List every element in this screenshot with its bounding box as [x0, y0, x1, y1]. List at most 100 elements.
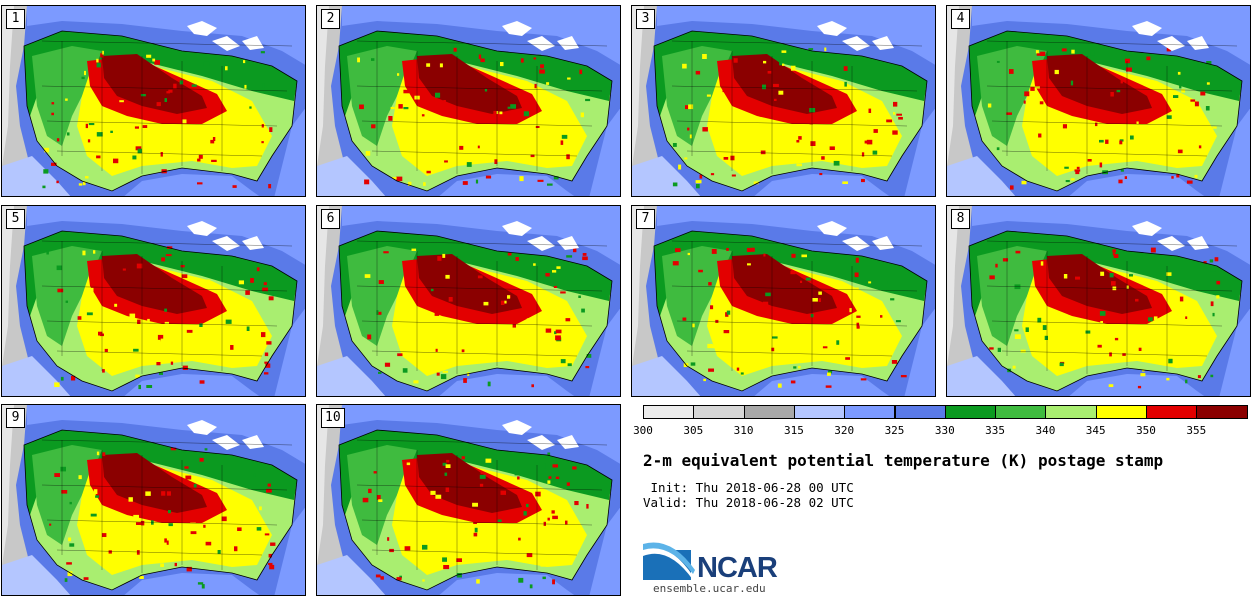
great-lakes	[187, 221, 217, 236]
init-time: Init: Thu 2018-06-28 00 UTC	[643, 480, 854, 495]
pacific-region	[317, 405, 357, 595]
coastline	[23, 30, 298, 192]
panel-number: 10	[321, 408, 345, 428]
great-lakes	[502, 420, 532, 435]
map-panel-3: 3	[631, 5, 936, 197]
coastline	[968, 30, 1243, 192]
great-lakes	[817, 21, 847, 36]
pacific-region	[2, 405, 42, 595]
colorbar-tick-label: 310	[733, 424, 754, 437]
darkred-core	[1047, 54, 1152, 114]
map-panel-9: 9	[1, 404, 306, 596]
darkred-core	[732, 54, 837, 114]
darkred-core	[417, 254, 522, 314]
darkred-core	[102, 54, 207, 114]
colorbar-tick-label: 345	[1085, 424, 1106, 437]
darkred-core	[1047, 254, 1152, 314]
gulf-region	[1069, 174, 1205, 196]
north-region	[27, 206, 305, 265]
panel-number: 4	[951, 9, 970, 29]
colorbar-swatch	[1196, 405, 1248, 419]
darkred-core	[732, 254, 837, 314]
colorbar-tick-label: 320	[834, 424, 855, 437]
ncar-logo-text: NCAR	[697, 552, 778, 584]
site-url: ensemble.ucar.edu	[653, 582, 766, 595]
coastline	[338, 230, 613, 392]
gulf-region	[439, 573, 575, 595]
valid-time: Valid: Thu 2018-06-28 02 UTC	[643, 495, 854, 510]
gulf-region	[1069, 374, 1205, 396]
north-region	[657, 6, 935, 65]
colorbar-swatch	[793, 405, 846, 419]
north-region	[657, 206, 935, 265]
great-lakes	[187, 420, 217, 435]
colorbar-swatch	[1045, 405, 1097, 419]
gulf-region	[754, 374, 890, 396]
darkred-core	[102, 453, 207, 513]
coastline	[338, 30, 613, 192]
pacific-region	[947, 6, 987, 196]
colorbar-tick-label: 300	[633, 424, 653, 437]
great-lakes	[187, 21, 217, 36]
great-lakes	[817, 221, 847, 236]
colorbar-swatch	[1146, 405, 1198, 419]
north-region	[342, 405, 620, 464]
panel-number: 6	[321, 209, 340, 229]
colorbar-swatch	[643, 405, 695, 419]
gulf-region	[754, 174, 890, 196]
colorbar-swatch	[944, 405, 997, 419]
north-region	[972, 206, 1250, 265]
colorbar-tick-label: 325	[884, 424, 905, 437]
map-panel-8: 8	[946, 205, 1251, 397]
darkred-core	[417, 54, 522, 114]
gulf-region	[124, 573, 260, 595]
gulf-region	[439, 174, 575, 196]
pacific-region	[632, 6, 672, 196]
colorbar-swatch	[1095, 405, 1147, 419]
panel-number: 3	[636, 9, 655, 29]
colorbar-tick-label: 350	[1136, 424, 1156, 437]
colorbar-swatch	[995, 405, 1047, 419]
map-panel-7: 7	[631, 205, 936, 397]
great-lakes	[1132, 221, 1162, 236]
colorbar-swatch	[844, 405, 896, 419]
north-region	[972, 6, 1250, 65]
north-region	[27, 405, 305, 464]
panel-number: 2	[321, 9, 340, 29]
darkred-core	[417, 453, 522, 513]
map-panel-1: 1	[1, 5, 306, 197]
great-lakes	[1132, 21, 1162, 36]
great-lakes	[502, 21, 532, 36]
pacific-region	[632, 206, 672, 396]
colorbar-tick-label: 305	[683, 424, 704, 437]
panel-number: 5	[6, 209, 25, 229]
colorbar-swatch	[743, 405, 795, 419]
panel-number: 9	[6, 408, 25, 428]
map-panel-4: 4	[946, 5, 1251, 197]
great-lakes	[502, 221, 532, 236]
ncar-logo-icon	[643, 542, 695, 580]
pacific-region	[317, 206, 357, 396]
coastline	[653, 230, 928, 392]
map-panel-6: 6	[316, 205, 621, 397]
north-region	[342, 206, 620, 265]
colorbar-tick-label: 355	[1186, 424, 1207, 437]
north-region	[342, 6, 620, 65]
colorbar-tick-label: 335	[985, 424, 1006, 437]
panel-number: 8	[951, 209, 970, 229]
gulf-region	[124, 374, 260, 396]
colorbar-swatch	[894, 405, 946, 419]
colorbar-swatch	[693, 405, 745, 419]
north-region	[27, 6, 305, 65]
panel-number: 1	[6, 9, 25, 29]
coastline	[653, 30, 928, 192]
coastline	[23, 429, 298, 591]
darkred-core	[102, 254, 207, 314]
pacific-region	[317, 6, 357, 196]
pacific-region	[947, 206, 987, 396]
colorbar-tick-label: 315	[783, 424, 804, 437]
coastline	[968, 230, 1243, 392]
panel-number: 7	[636, 209, 655, 229]
pacific-region	[2, 6, 42, 196]
colorbar-tick-label: 340	[1035, 424, 1056, 437]
